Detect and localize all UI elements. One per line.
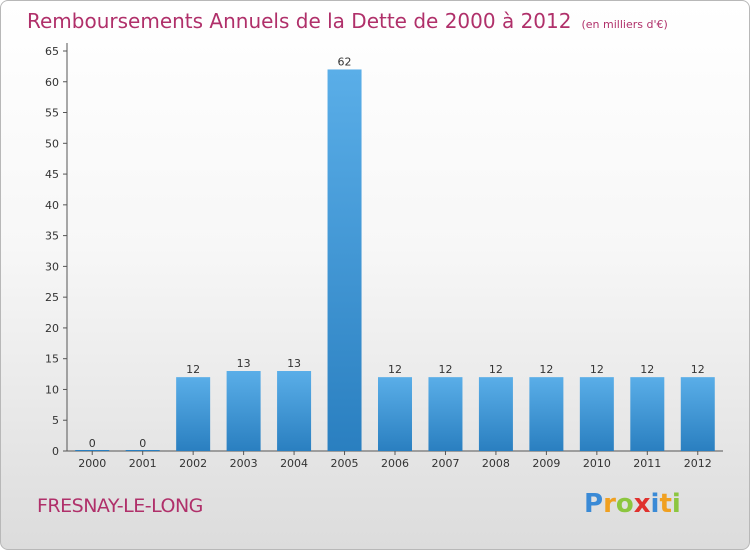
data-label: 13 [237,357,251,370]
x-tick-label: 2006 [381,457,409,470]
bar [680,377,715,451]
data-label: 12 [691,363,705,376]
data-label: 12 [539,363,553,376]
x-tick-label: 2001 [129,457,157,470]
data-label: 0 [139,437,146,450]
x-tick-label: 2002 [179,457,207,470]
data-label: 12 [438,363,452,376]
logo-letter: i [650,489,660,519]
x-tick-label: 2007 [431,457,459,470]
chart-subtitle: (en milliers d'€) [581,18,668,31]
x-tick-label: 2010 [583,457,611,470]
bar [327,69,362,451]
x-tick-label: 2005 [331,457,359,470]
x-tick-label: 2012 [684,457,712,470]
bar [277,371,312,451]
logo-letter: P [584,489,604,519]
logo-letter: i [671,489,681,519]
commune-name: FRESNAY-LE-LONG [37,495,203,517]
x-tick-label: 2008 [482,457,510,470]
y-tick-label: 5 [52,414,59,427]
y-tick-label: 20 [45,322,59,335]
bar [378,377,412,451]
bar [176,377,211,451]
data-label: 62 [338,55,352,68]
x-tick-label: 2011 [633,457,661,470]
y-tick-label: 65 [45,45,59,58]
chart-title-text: Remboursements Annuels de la Dette de 20… [27,9,572,33]
data-label: 12 [489,363,503,376]
x-tick-label: 2000 [78,457,106,470]
bar [529,377,564,451]
bar [226,371,261,451]
y-tick-label: 35 [45,230,59,243]
y-tick-label: 30 [45,260,59,273]
bar [630,377,665,451]
bar [428,377,463,451]
bar [478,377,513,451]
logo-letter: x [633,489,651,519]
proxiti-logo: Proxiti [584,489,681,519]
y-tick-label: 15 [45,353,59,366]
logo-letter: r [603,489,616,519]
x-tick-label: 2003 [230,457,258,470]
data-label: 0 [89,437,96,450]
y-tick-label: 50 [45,137,59,150]
chart-title: Remboursements Annuels de la Dette de 20… [27,9,668,33]
data-label: 12 [388,363,402,376]
data-label: 12 [186,363,200,376]
x-tick-label: 2009 [532,457,560,470]
y-tick-label: 0 [52,445,59,458]
bar [579,377,614,451]
y-tick-label: 45 [45,168,59,181]
data-label: 13 [287,357,301,370]
y-tick-label: 40 [45,199,59,212]
y-tick-label: 25 [45,291,59,304]
y-tick-label: 10 [45,383,59,396]
y-tick-label: 55 [45,107,59,120]
logo-letter: t [659,489,672,519]
logo-letter: o [615,489,634,519]
y-tick-label: 60 [45,76,59,89]
data-label: 12 [640,363,654,376]
x-tick-label: 2004 [280,457,308,470]
data-label: 12 [590,363,604,376]
